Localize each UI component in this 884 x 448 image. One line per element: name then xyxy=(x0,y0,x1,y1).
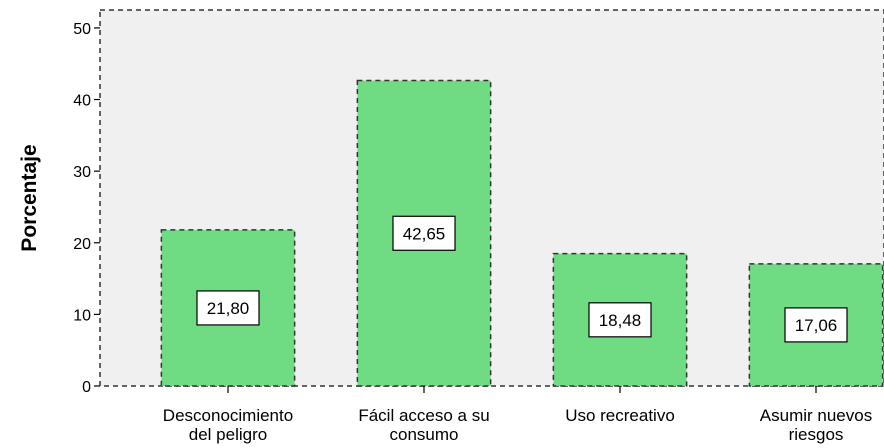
y-tick-label: 50 xyxy=(73,21,91,38)
y-tick-label: 10 xyxy=(73,307,91,324)
data-label-box xyxy=(784,307,848,343)
data-label-box xyxy=(196,290,260,326)
y-axis-label: Porcentaje xyxy=(18,144,41,251)
x-tick-label: Uso recreativo xyxy=(565,406,675,425)
y-tick-label: 0 xyxy=(82,379,91,396)
data-label: 42,65 xyxy=(403,224,446,243)
y-axis: 0 10 20 30 40 50 xyxy=(73,21,100,396)
data-label-box xyxy=(588,302,652,338)
data-label: 21,80 xyxy=(207,299,250,318)
x-tick-label: Asumir nuevos riesgos xyxy=(760,406,872,444)
data-label: 17,06 xyxy=(795,316,838,335)
x-tick-label: Fácil acceso a su consumo xyxy=(358,406,489,444)
x-tick-label: Desconocimiento del peligro xyxy=(163,406,293,444)
y-tick-label: 20 xyxy=(73,236,91,253)
y-tick-label: 40 xyxy=(73,93,91,110)
bars: 21,80 42,65 18,48 17,06 xyxy=(160,79,884,387)
data-label-box xyxy=(392,215,456,251)
x-axis: Desconocimiento del peligro Fácil acceso a… xyxy=(163,386,872,444)
data-label: 18,48 xyxy=(599,311,642,330)
y-tick-label: 30 xyxy=(73,164,91,181)
